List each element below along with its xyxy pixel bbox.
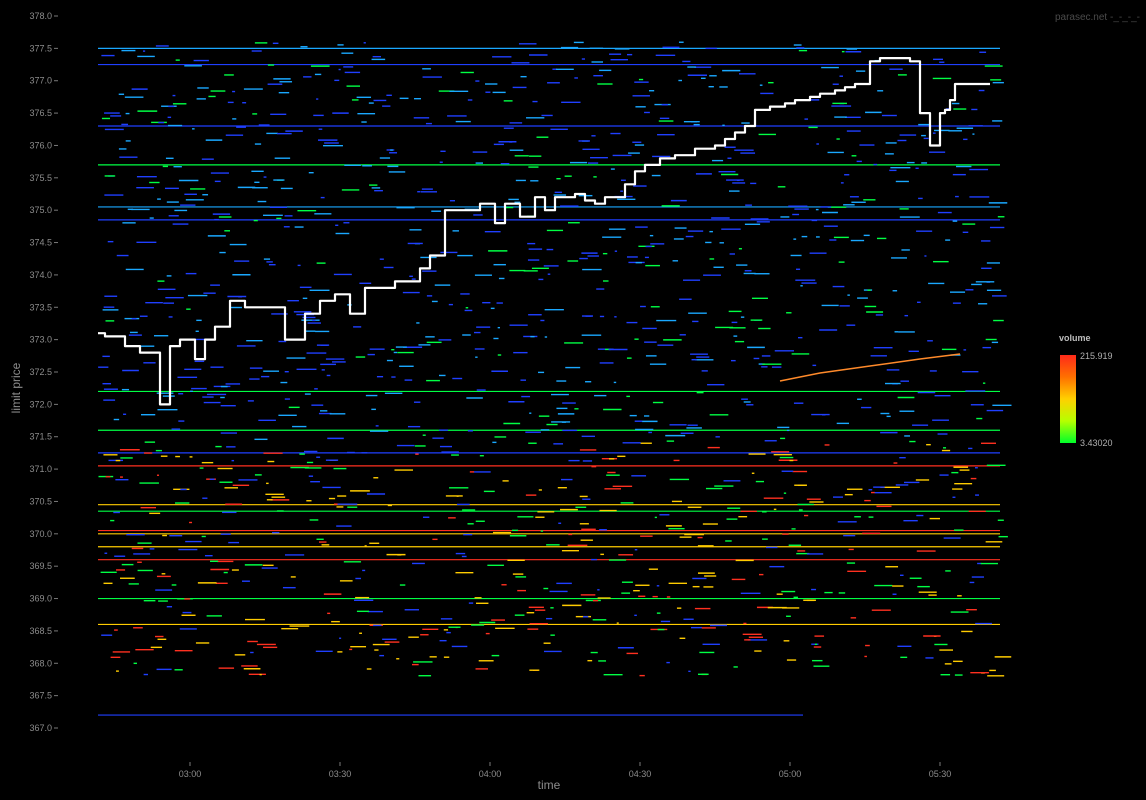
y-tick-label: 372.0 bbox=[29, 399, 52, 409]
x-axis: 03:00 03:30 04:00 04:30 05:00 05:30 bbox=[179, 762, 952, 779]
y-tick-label: 377.0 bbox=[29, 76, 52, 86]
x-tick-label: 03:00 bbox=[179, 769, 202, 779]
y-tick-label: 377.5 bbox=[29, 43, 52, 53]
y-tick-label: 369.5 bbox=[29, 561, 52, 571]
y-tick-label: 371.0 bbox=[29, 464, 52, 474]
price-line-layer bbox=[98, 56, 990, 406]
y-tick-label: 370.0 bbox=[29, 529, 52, 539]
legend-min-label: 3.43020 bbox=[1080, 438, 1113, 448]
x-tick-label: 03:30 bbox=[329, 769, 352, 779]
y-tick-label: 378.0 bbox=[29, 11, 52, 21]
y-tick-label: 376.5 bbox=[29, 108, 52, 118]
legend-title: volume bbox=[1059, 333, 1091, 343]
high-volume-trail bbox=[779, 353, 961, 382]
y-axis-title: limit price bbox=[9, 362, 23, 413]
y-tick-label: 369.0 bbox=[29, 594, 52, 604]
y-tick-label: 373.0 bbox=[29, 335, 52, 345]
y-tick-label: 370.5 bbox=[29, 496, 52, 506]
y-tick-label: 374.0 bbox=[29, 270, 52, 280]
y-tick-label: 375.5 bbox=[29, 173, 52, 183]
y-tick-label: 367.0 bbox=[29, 723, 52, 733]
x-tick-label: 04:30 bbox=[629, 769, 652, 779]
legend-colorbar bbox=[1060, 355, 1076, 443]
y-tick-label: 371.5 bbox=[29, 432, 52, 442]
y-axis: 367.0 367.5 368.0 368.5 369.0 369.5 370.0 370.5… bbox=[29, 11, 58, 733]
legend-max-label: 215.919 bbox=[1080, 351, 1113, 361]
y-tick-label: 372.5 bbox=[29, 367, 52, 377]
y-tick-label: 373.5 bbox=[29, 302, 52, 312]
x-tick-label: 04:00 bbox=[479, 769, 502, 779]
mid-price-line bbox=[98, 56, 990, 406]
x-tick-label: 05:30 bbox=[929, 769, 952, 779]
x-tick-label: 05:00 bbox=[779, 769, 802, 779]
watermark-text: parasec.net -_-_-_- bbox=[1055, 12, 1140, 23]
y-tick-label: 376.0 bbox=[29, 140, 52, 150]
volume-legend: volume 215.919 3.43020 bbox=[1059, 333, 1113, 448]
y-tick-label: 367.5 bbox=[29, 691, 52, 701]
y-tick-label: 368.5 bbox=[29, 626, 52, 636]
y-tick-label: 374.5 bbox=[29, 238, 52, 248]
y-tick-label: 375.0 bbox=[29, 205, 52, 215]
x-axis-title: time bbox=[538, 778, 561, 792]
y-tick-label: 368.0 bbox=[29, 658, 52, 668]
